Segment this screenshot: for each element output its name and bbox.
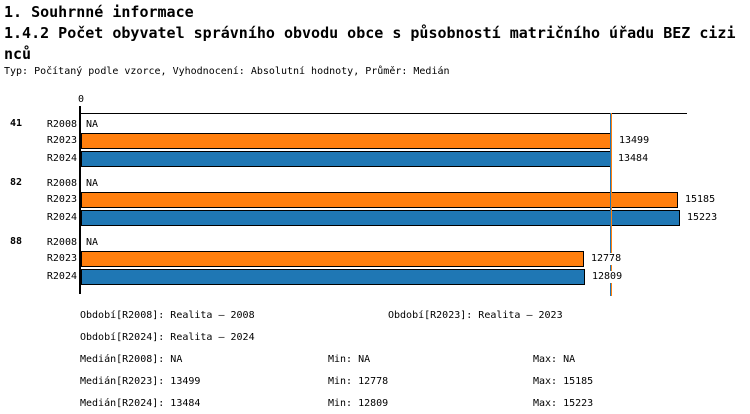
legend-period-r2008: Období[R2008]: Realita – 2008 (80, 310, 255, 321)
series-label: R2008 (46, 119, 77, 130)
stat-min-r2023: Min: 12778 (328, 376, 389, 387)
stat-min-r2024: Min: 12809 (328, 398, 389, 409)
bar-chart: 0 41 R2008 NA R2023 13499 R2024 13484 82 R2008 NA… (10, 94, 719, 296)
series-label: R2008 (46, 237, 77, 248)
bar-value-label: 15185 (684, 194, 717, 206)
y-axis-line (79, 106, 81, 294)
legend-period-r2023: Období[R2023]: Realita – 2023 (388, 310, 563, 321)
bar-value-label: 12778 (590, 253, 623, 265)
bar (81, 151, 611, 167)
bar-value-label: 12809 (591, 271, 624, 283)
bar (81, 133, 612, 149)
group-label: 88 (10, 236, 23, 247)
bar-value-label: 13484 (617, 153, 650, 165)
stat-max-r2024: Max: 15223 (533, 398, 594, 409)
x-axis-line (79, 113, 687, 114)
series-label: R2024 (46, 153, 77, 164)
median-line-r2024 (610, 113, 611, 296)
na-label: NA (85, 119, 100, 131)
series-label: R2023 (46, 135, 77, 146)
chart-subtitle-line2: nců (4, 45, 32, 63)
stat-max-r2008: Max: NA (533, 354, 576, 365)
stat-median-r2008: Medián[R2008]: NA (80, 354, 183, 365)
bar (81, 251, 584, 267)
na-label: NA (85, 178, 100, 190)
series-label: R2024 (46, 212, 77, 223)
stat-median-r2023: Medián[R2023]: 13499 (80, 376, 201, 387)
chart-meta: Typ: Počítaný podle vzorce, Vyhodnocení:… (4, 66, 450, 77)
x-axis-zero-label: 0 (77, 94, 85, 105)
bar (81, 269, 585, 285)
series-label: R2008 (46, 178, 77, 189)
group-label: 41 (10, 118, 23, 129)
na-label: NA (85, 237, 100, 249)
series-label: R2024 (46, 271, 77, 282)
series-label: R2023 (46, 253, 77, 264)
page-title: 1. Souhrnné informace (4, 3, 194, 21)
chart-subtitle-line1: 1.4.2 Počet obyvatel správního obvodu ob… (4, 24, 736, 42)
stat-min-r2008: Min: NA (328, 354, 371, 365)
bar-value-label: 15223 (686, 212, 719, 224)
bar (81, 210, 680, 226)
stat-median-r2024: Medián[R2024]: 13484 (80, 398, 201, 409)
group-label: 82 (10, 177, 23, 188)
median-line-r2023 (611, 113, 612, 296)
bar (81, 192, 678, 208)
legend-period-r2024: Období[R2024]: Realita – 2024 (80, 332, 255, 343)
bar-value-label: 13499 (618, 135, 651, 147)
series-label: R2023 (46, 194, 77, 205)
stat-max-r2023: Max: 15185 (533, 376, 594, 387)
